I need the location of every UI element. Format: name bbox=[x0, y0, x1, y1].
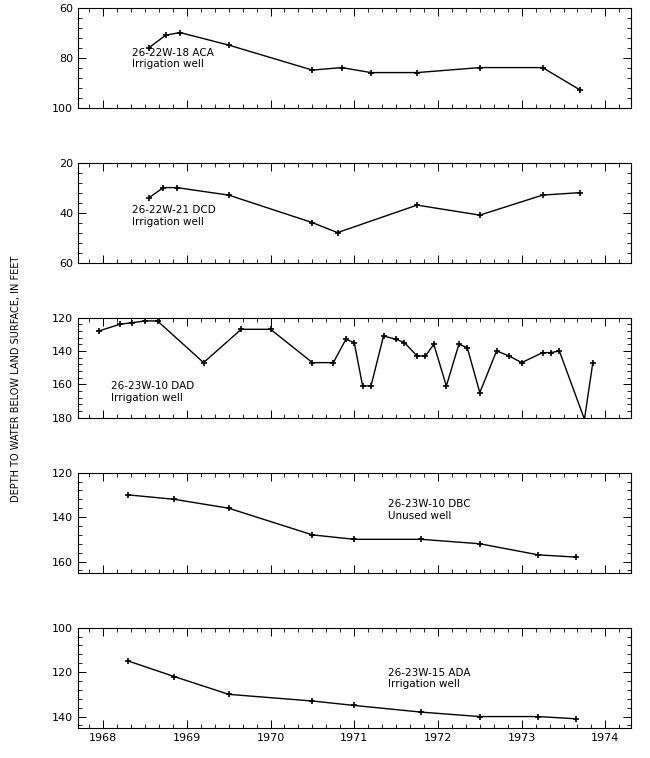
Text: 26-23W-15 ADA
Irrigation well: 26-23W-15 ADA Irrigation well bbox=[388, 668, 470, 689]
Text: 26-23W-10 DAD
Irrigation well: 26-23W-10 DAD Irrigation well bbox=[112, 381, 195, 402]
Text: 26-22W-21 DCD
Irrigation well: 26-22W-21 DCD Irrigation well bbox=[133, 205, 216, 227]
Text: 26-23W-10 DBC
Unused well: 26-23W-10 DBC Unused well bbox=[388, 500, 471, 521]
Text: 26-22W-18 ACA
Irrigation well: 26-22W-18 ACA Irrigation well bbox=[133, 48, 214, 69]
Text: DEPTH TO WATER BELOW LAND SURFACE, IN FEET: DEPTH TO WATER BELOW LAND SURFACE, IN FE… bbox=[11, 256, 21, 502]
